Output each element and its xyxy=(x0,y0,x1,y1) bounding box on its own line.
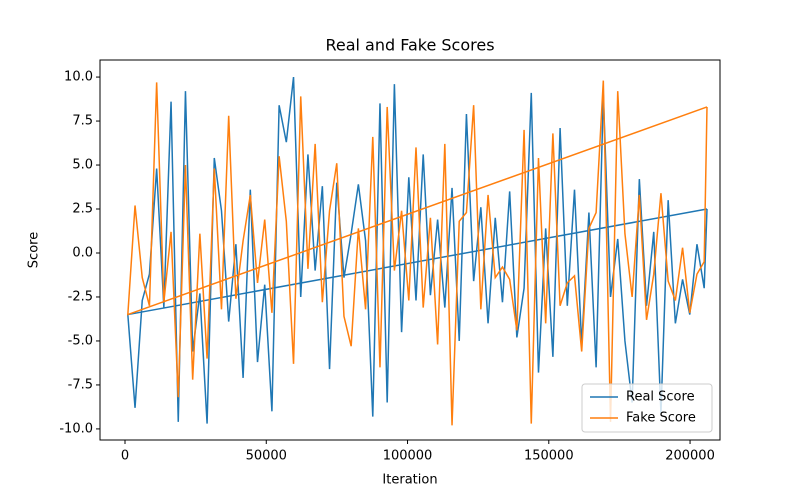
legend: Real Score Fake Score xyxy=(581,383,713,433)
y-tick-label: 5.0 xyxy=(72,158,93,173)
x-axis-label: Iteration xyxy=(382,473,437,488)
legend-label: Fake Score xyxy=(626,411,696,426)
x-tick-label: 100000 xyxy=(383,449,433,464)
y-tick-label: -2.5 xyxy=(68,289,93,304)
x-tick-label: 0 xyxy=(121,449,129,464)
y-tick-label: -10.0 xyxy=(59,421,93,436)
x-tick-label: 150000 xyxy=(524,449,574,464)
x-tick-label: 200000 xyxy=(665,449,715,464)
x-tick-label: 50000 xyxy=(246,449,287,464)
legend-label: Real Score xyxy=(626,390,695,405)
y-tick-label: -5.0 xyxy=(68,333,93,348)
data-line xyxy=(127,80,708,426)
legend-box xyxy=(581,383,713,433)
y-tick-label: 2.5 xyxy=(72,202,93,217)
chart-title: Real and Fake Scores xyxy=(325,36,494,55)
y-tick-label: -7.5 xyxy=(68,377,93,392)
plot-frame xyxy=(99,59,721,441)
y-tick-label: 7.5 xyxy=(72,114,93,129)
y-tick-label: 10.0 xyxy=(64,70,93,85)
y-axis-label: Score xyxy=(27,232,42,268)
y-tick-label: 0.0 xyxy=(72,245,93,260)
